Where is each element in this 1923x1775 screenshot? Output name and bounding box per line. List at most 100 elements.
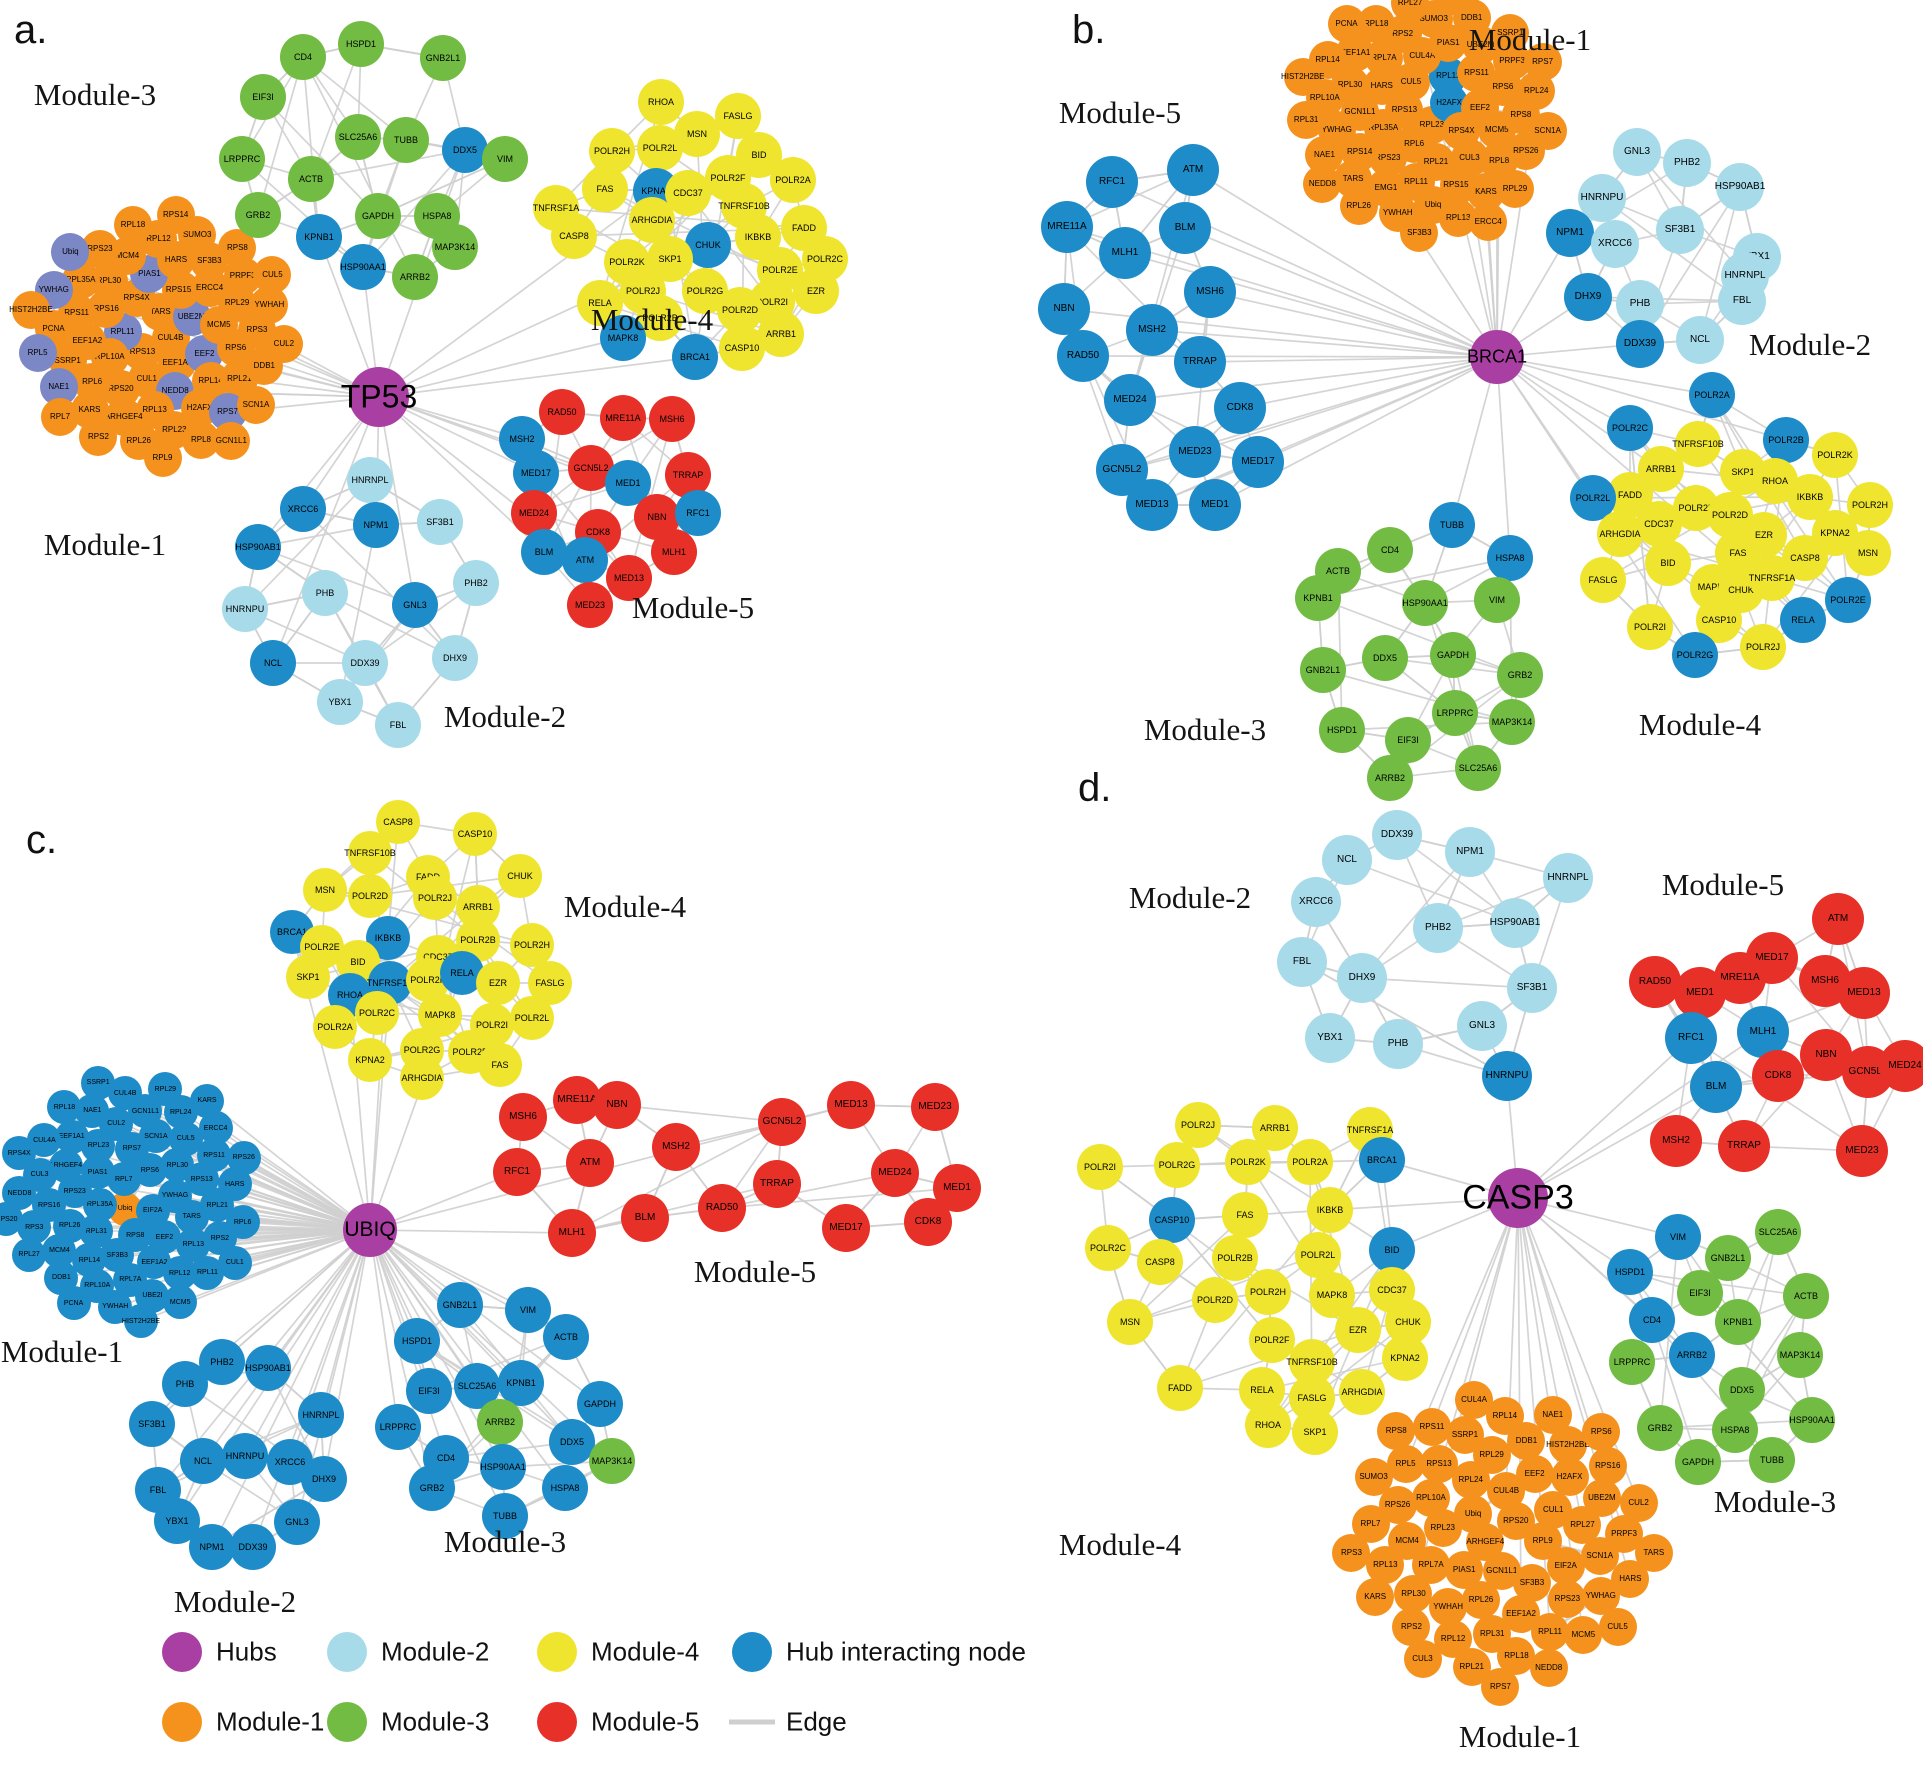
node-ARHGDIA[interactable]: ARHGDIA [629, 197, 675, 243]
node-MED13[interactable]: MED13 [1838, 967, 1890, 1019]
node-NPM1[interactable]: NPM1 [189, 1524, 235, 1570]
node-GCN5L2[interactable]: GCN5L2 [758, 1098, 806, 1146]
node-MED13[interactable]: MED13 [1126, 479, 1178, 531]
node-RPL26[interactable]: RPL26 [1339, 187, 1378, 226]
node-GCN1L1[interactable]: GCN1L1 [212, 422, 251, 461]
node-DDX39[interactable]: DDX39 [1616, 320, 1664, 368]
node-RPS2[interactable]: RPS2 [79, 417, 118, 456]
node-TARS[interactable]: TARS [1634, 1533, 1673, 1572]
node-GRB2[interactable]: GRB2 [409, 1465, 455, 1511]
node-ARRB1[interactable]: ARRB1 [456, 885, 500, 929]
node-MED24[interactable]: MED24 [1879, 1040, 1923, 1092]
node-MSN[interactable]: MSN [303, 868, 347, 912]
node-UBE2M[interactable]: UBE2M [1582, 1479, 1621, 1518]
node-BLM[interactable]: BLM [521, 529, 567, 575]
node-LRPPRC[interactable]: LRPPRC [219, 136, 265, 182]
node-SSRP1[interactable]: SSRP1 [81, 1065, 116, 1100]
node-RPS8[interactable]: RPS8 [218, 228, 257, 267]
node-KPNA2[interactable]: KPNA2 [348, 1038, 392, 1082]
node-CDC37[interactable]: CDC37 [665, 170, 711, 216]
node-CD4[interactable]: CD4 [1629, 1297, 1675, 1343]
node-RAD50[interactable]: RAD50 [539, 389, 585, 435]
node-BLM[interactable]: BLM [1690, 1061, 1742, 1113]
node-RPL18[interactable]: RPL18 [114, 206, 153, 245]
node-POLR2K[interactable]: POLR2K [1812, 432, 1858, 478]
hub-node-BRCA1[interactable] [1470, 330, 1524, 384]
node-ARHGDIA[interactable]: ARHGDIA [1597, 511, 1643, 557]
node-NCL[interactable]: NCL [1322, 835, 1372, 885]
node-POLR2L[interactable]: POLR2L [637, 125, 683, 171]
node-NBN[interactable]: NBN [593, 1081, 641, 1129]
node-NAE1[interactable]: NAE1 [1533, 1395, 1572, 1434]
node-SKP1[interactable]: SKP1 [286, 955, 330, 999]
node-RHOA[interactable]: RHOA [1245, 1402, 1291, 1448]
node-BID[interactable]: BID [1369, 1227, 1415, 1273]
node-HNRNPL[interactable]: HNRNPL [347, 457, 393, 503]
node-HNRNPL[interactable]: HNRNPL [298, 1392, 344, 1438]
node-RPS7[interactable]: RPS7 [1523, 43, 1562, 82]
node-RHOA[interactable]: RHOA [638, 79, 684, 125]
node-POLR2H[interactable]: POLR2H [510, 923, 554, 967]
node-MLH1[interactable]: MLH1 [548, 1209, 596, 1257]
node-TUBB[interactable]: TUBB [482, 1493, 528, 1539]
node-EZR[interactable]: EZR [476, 961, 520, 1005]
node-YWHAH[interactable]: YWHAH [98, 1289, 133, 1324]
node-PCNA[interactable]: PCNA [56, 1286, 91, 1321]
node-FASLG[interactable]: FASLG [528, 961, 572, 1005]
node-CUL2[interactable]: CUL2 [1619, 1484, 1658, 1523]
node-RFC1[interactable]: RFC1 [675, 490, 721, 536]
node-EEF2[interactable]: EEF2 [1515, 1455, 1554, 1494]
node-GRB2[interactable]: GRB2 [235, 192, 281, 238]
node-VIM[interactable]: VIM [482, 136, 528, 182]
node-GNL3[interactable]: GNL3 [274, 1499, 320, 1545]
node-SKP1[interactable]: SKP1 [1292, 1409, 1338, 1455]
node-MSN[interactable]: MSN [1845, 530, 1891, 576]
node-TUBB[interactable]: TUBB [383, 117, 429, 163]
node-HSPA8[interactable]: HSPA8 [542, 1465, 588, 1511]
node-CUL3[interactable]: CUL3 [1403, 1639, 1442, 1678]
node-GNL3[interactable]: GNL3 [1613, 128, 1661, 176]
node-HSP90AA1[interactable]: HSP90AA1 [480, 1444, 526, 1490]
node-VIM[interactable]: VIM [1474, 577, 1520, 623]
node-MSH6[interactable]: MSH6 [499, 1093, 547, 1141]
node-HSP90AB1[interactable]: HSP90AB1 [1715, 163, 1765, 211]
node-SLC25A6[interactable]: SLC25A6 [335, 114, 381, 160]
node-SLC25A6[interactable]: SLC25A6 [1755, 1209, 1801, 1255]
node-RPS23[interactable]: RPS23 [1548, 1579, 1587, 1618]
node-ARRB1[interactable]: ARRB1 [758, 311, 804, 357]
node-MED13[interactable]: MED13 [827, 1081, 875, 1129]
node-GAPDH[interactable]: GAPDH [577, 1381, 623, 1427]
node-RPS13[interactable]: RPS13 [1420, 1445, 1459, 1484]
node-BRCA1[interactable]: BRCA1 [672, 334, 718, 380]
node-GRB2[interactable]: GRB2 [1497, 652, 1543, 698]
node-MED24[interactable]: MED24 [871, 1149, 919, 1197]
node-PHB[interactable]: PHB [1373, 1019, 1423, 1069]
node-NBN[interactable]: NBN [1038, 283, 1090, 335]
node-DHX9[interactable]: DHX9 [432, 635, 478, 681]
node-ARRB2[interactable]: ARRB2 [392, 254, 438, 300]
node-SF3B1[interactable]: SF3B1 [1507, 963, 1557, 1013]
node-NCL[interactable]: NCL [1676, 316, 1724, 364]
node-MCM5[interactable]: MCM5 [1564, 1616, 1603, 1655]
node-DDX5[interactable]: DDX5 [1362, 635, 1408, 681]
hub-label-TP53[interactable]: TP53 [340, 378, 418, 415]
node-DDX5[interactable]: DDX5 [549, 1419, 595, 1465]
node-CASP8[interactable]: CASP8 [551, 213, 597, 259]
node-ERCC4[interactable]: ERCC4 [1469, 203, 1508, 242]
node-CASP10[interactable]: CASP10 [719, 325, 765, 371]
node-CUL5[interactable]: CUL5 [253, 256, 292, 295]
node-RAD50[interactable]: RAD50 [1629, 956, 1681, 1008]
node-POLR2L[interactable]: POLR2L [510, 996, 554, 1040]
node-CASP10[interactable]: CASP10 [453, 812, 497, 856]
node-POLR2C[interactable]: POLR2C [1085, 1225, 1131, 1271]
node-POLR2I[interactable]: POLR2I [1077, 1144, 1123, 1190]
node-BRCA1[interactable]: BRCA1 [1359, 1137, 1405, 1183]
node-NPM1[interactable]: NPM1 [353, 502, 399, 548]
node-MED1[interactable]: MED1 [1189, 479, 1241, 531]
node-MAP3K14[interactable]: MAP3K14 [1777, 1332, 1823, 1378]
hub-label-CASP3[interactable]: CASP3 [1462, 1178, 1574, 1217]
node-NCL[interactable]: NCL [180, 1438, 226, 1484]
node-HSPA8[interactable]: HSPA8 [1712, 1407, 1758, 1453]
node-HIST2H2BE[interactable]: HIST2H2BE [1281, 58, 1325, 97]
node-RFC1[interactable]: RFC1 [1086, 156, 1138, 208]
